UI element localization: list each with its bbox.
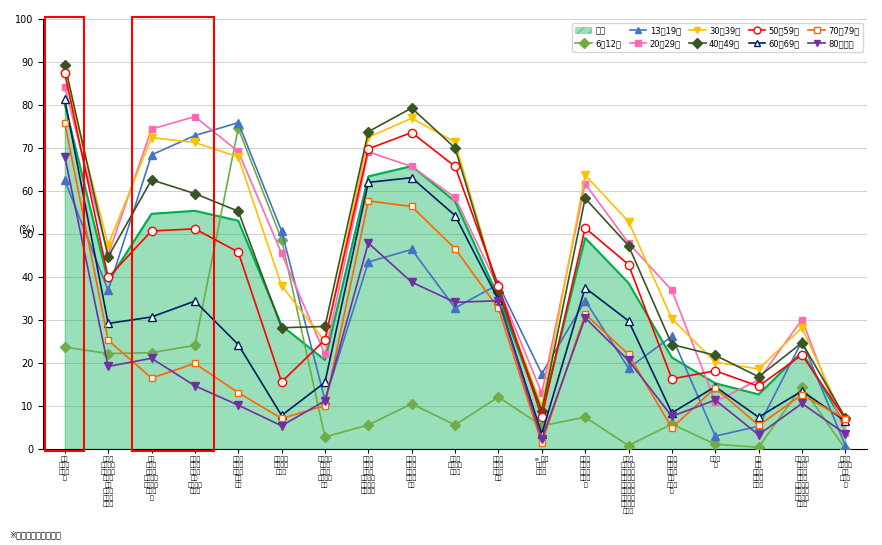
Text: ※無回答を除いた集計: ※無回答を除いた集計 — [9, 530, 61, 540]
Y-axis label: (%): (%) — [19, 224, 35, 234]
Legend: 全体, 6〜12歳, 13〜19歳, 20〜29歳, 30〜39歳, 40〜49歳, 50〜59歳, 60〜69歳, 70〜79歳, 80歳以上: 全体, 6〜12歳, 13〜19歳, 20〜29歳, 30〜39歳, 40〜49… — [572, 23, 863, 52]
